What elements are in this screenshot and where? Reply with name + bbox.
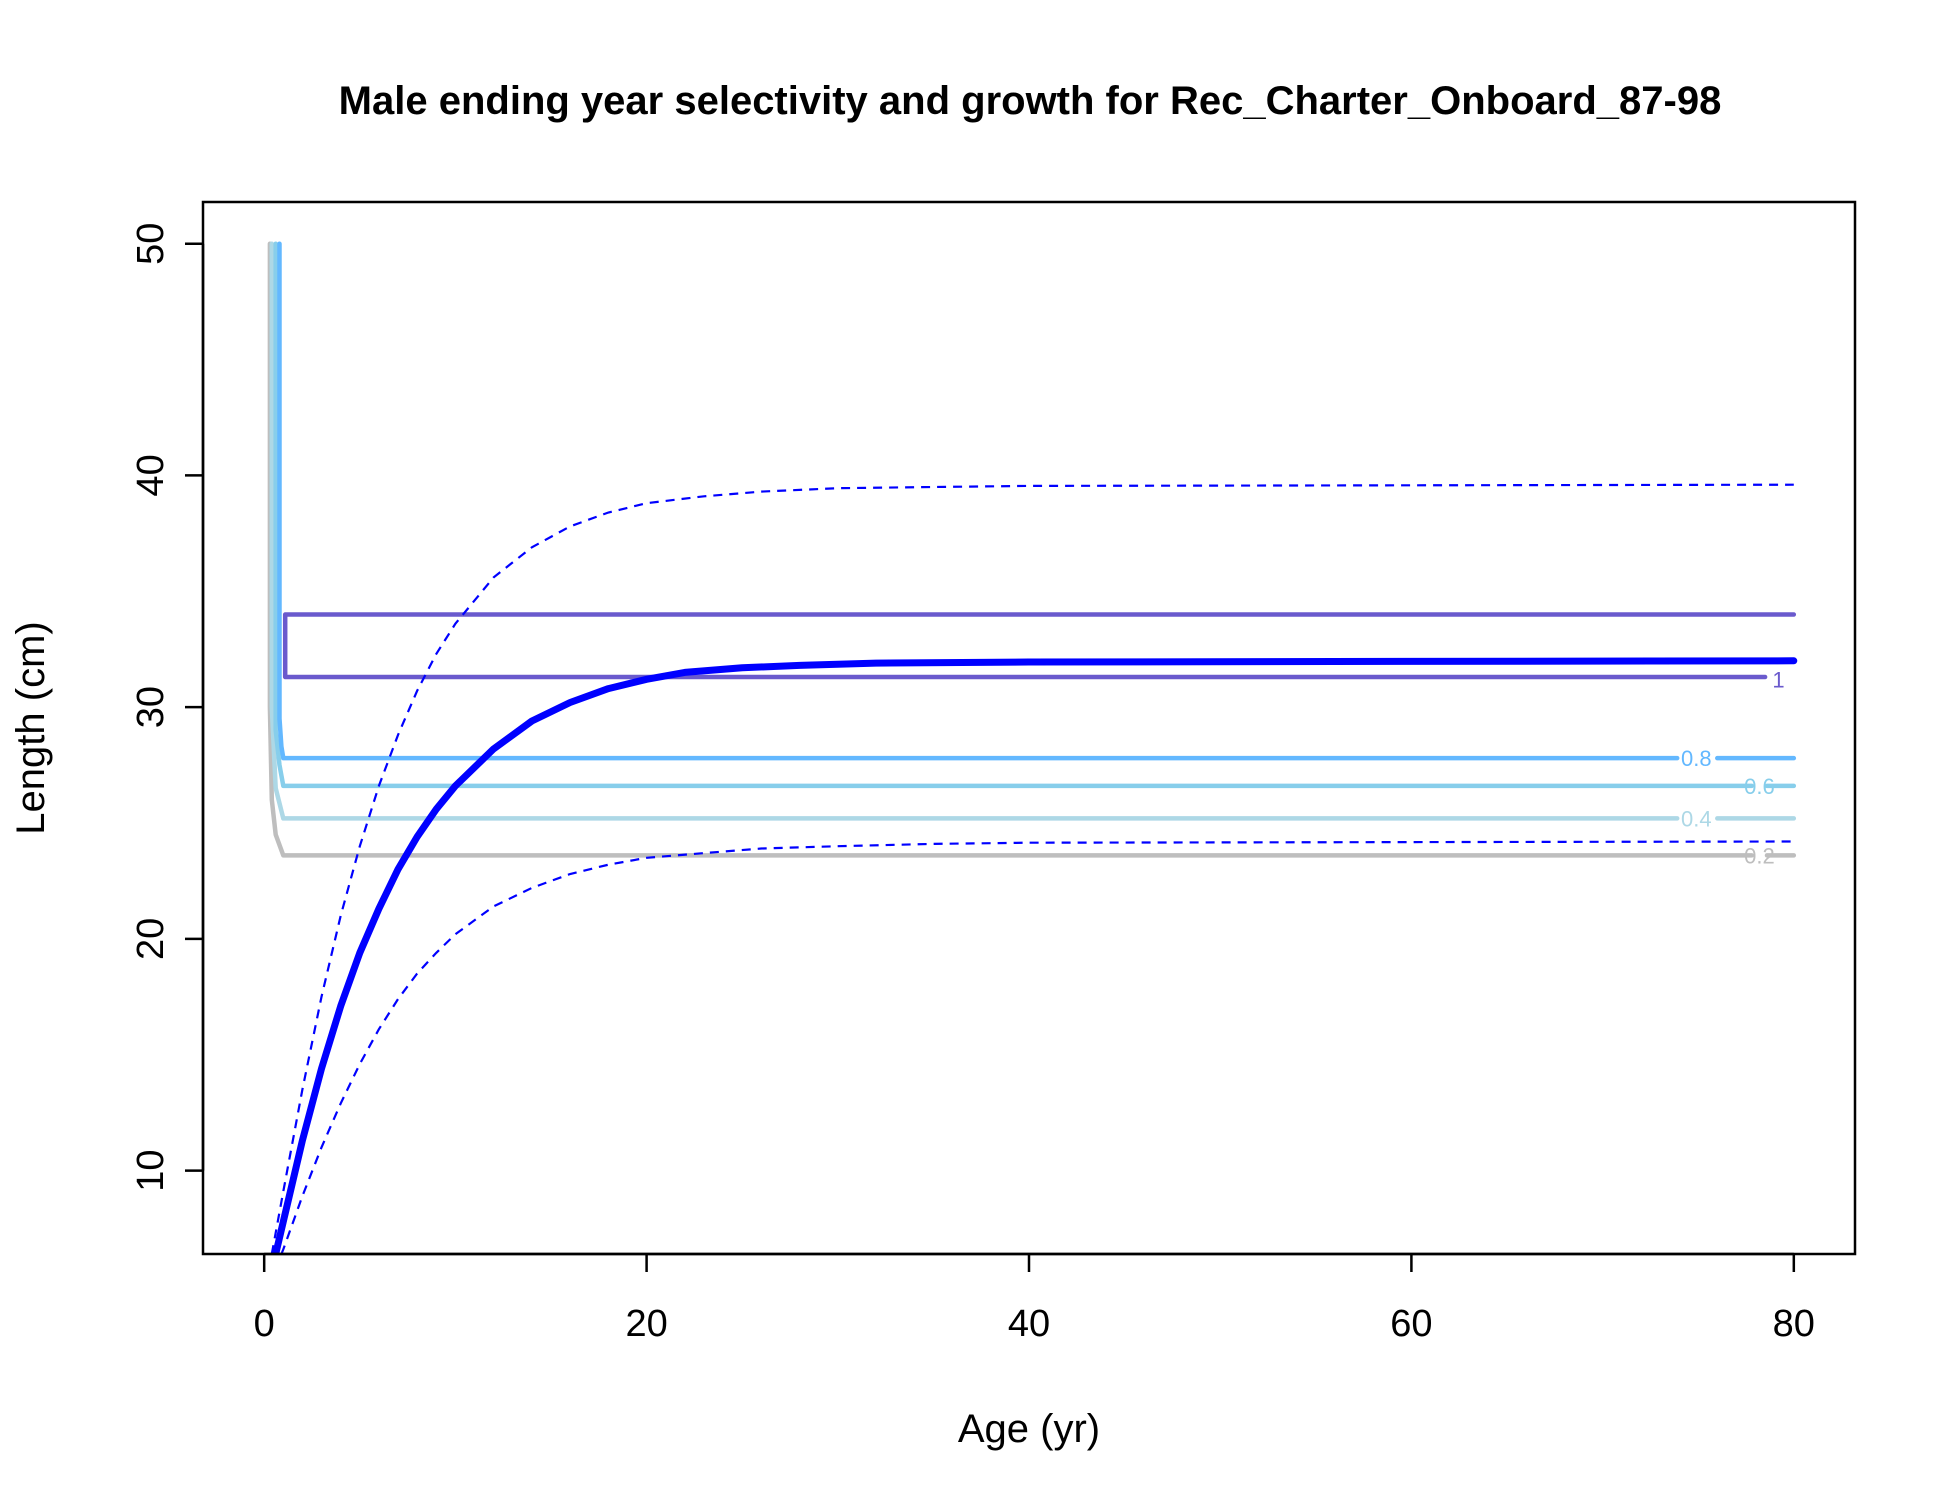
contour-label-0.6: 0.6 [1744, 774, 1775, 799]
x-tick-label: 0 [254, 1303, 275, 1345]
y-axis: 10 20 30 40 50 [130, 223, 205, 1192]
y-tick-label: 20 [130, 918, 172, 960]
selectivity-contour-0.4 [269, 241, 1680, 821]
y-tick-label: 40 [130, 454, 172, 496]
selectivity-contour-0.2 [267, 241, 1754, 858]
contour-label-0.2: 0.2 [1744, 843, 1775, 868]
x-axis: 0 20 40 60 80 [254, 1252, 1815, 1345]
selectivity-contour-0.8 [277, 241, 1680, 761]
x-tick-label: 80 [1773, 1303, 1815, 1345]
growth-upper-bound [270, 483, 1794, 1254]
growth-mean-curve [272, 657, 1798, 1254]
y-axis-label: Length (cm) [9, 621, 53, 834]
y-tick-label: 50 [130, 223, 172, 265]
chart-title: Male ending year selectivity and growth … [339, 79, 1722, 123]
contour-label-0.4: 0.4 [1681, 806, 1712, 831]
plot-layer: 0.2 0.4 0.6 0.8 1 [267, 241, 1798, 1254]
x-tick-label: 20 [625, 1303, 667, 1345]
x-axis-label: Age (yr) [958, 1407, 1100, 1451]
y-tick-label: 30 [130, 686, 172, 728]
selectivity-contour-0.6 [273, 241, 1754, 789]
contour-label-0.8: 0.8 [1681, 746, 1712, 771]
x-tick-label: 40 [1008, 1303, 1050, 1345]
plot-frame [201, 200, 1857, 1256]
selectivity-contour-1 [282, 612, 1797, 680]
growth-lower-bound [280, 840, 1794, 1254]
x-tick-label: 60 [1390, 1303, 1432, 1345]
contour-label-1: 1 [1772, 667, 1784, 692]
y-tick-label: 10 [130, 1149, 172, 1191]
